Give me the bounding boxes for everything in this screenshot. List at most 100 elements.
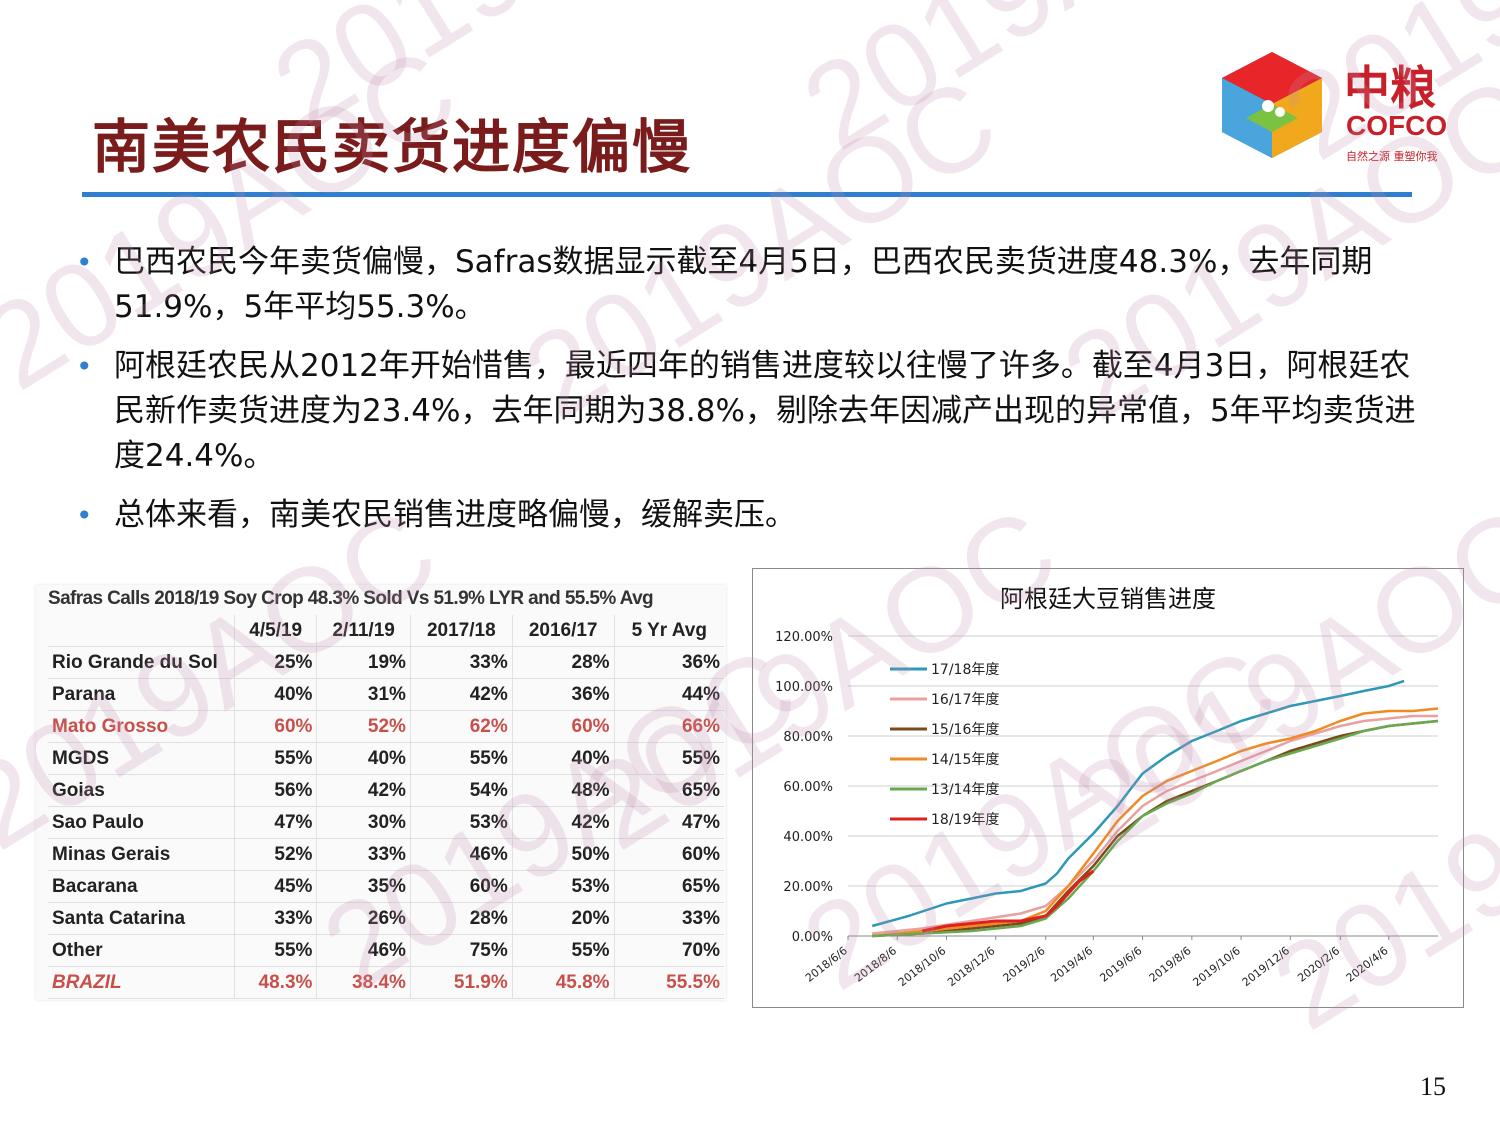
chart-series-line (921, 869, 1095, 933)
table-cell: 31% (316, 678, 411, 711)
chart-series-line (872, 707, 1439, 938)
table-cell: 70% (613, 934, 724, 967)
table-header-cell: 4/5/19 (233, 615, 317, 647)
table-cell: 75% (409, 934, 513, 967)
table-header-cell (48, 615, 235, 647)
table-row: Sao Paulo 47% 30% 53% 42% 47% (48, 806, 724, 839)
chart-title: 阿根廷大豆销售进度 (1000, 585, 1216, 613)
table-cell: 65% (613, 870, 724, 903)
table-header-cell: 2/11/19 (316, 615, 411, 647)
table-cell: 46% (316, 934, 411, 967)
x-tick-label: 2019/8/6 (1147, 944, 1194, 985)
brazil-sales-table-panel: Safras Calls 2018/19 Soy Crop 48.3% Sold… (36, 585, 726, 1000)
logo-slogan: 自然之源 重塑你我 (1346, 150, 1438, 163)
table-row: Minas Gerais 52% 33% 46% 50% 60% (48, 838, 724, 871)
table-cell: 55% (613, 742, 724, 775)
table-cell: 65% (613, 774, 724, 807)
table-cell: 48.3% (233, 966, 317, 999)
cofco-logo: 中粮 COFCO 自然之源 重塑你我 (1210, 48, 1460, 168)
table-cell: 33% (316, 838, 411, 871)
x-tick-label: 2018/10/6 (896, 944, 948, 989)
table-cell: 40% (233, 678, 317, 711)
logo-name-en: COFCO (1346, 110, 1448, 141)
y-tick-label: 0.00% (792, 930, 833, 945)
argentina-sales-chart-panel: 阿根廷大豆销售进度 0.00% 20.00% 40.00% 60.00% 80.00% 10… (752, 568, 1464, 1008)
table-cell: 52% (233, 838, 317, 871)
argentina-sales-line-chart: 阿根廷大豆销售进度 0.00% 20.00% 40.00% 60.00% 80.00% 10… (775, 585, 1439, 989)
table-cell: 33% (613, 902, 724, 935)
table-cell: 35% (316, 870, 411, 903)
table-row-label: Sao Paulo (48, 806, 235, 839)
y-tick-label: 40.00% (783, 830, 833, 845)
y-tick-label: 60.00% (783, 780, 833, 795)
table-cell: 60% (409, 870, 513, 903)
table-cell: 40% (511, 742, 615, 775)
table-row: Rio Grande du Sol 25% 19% 33% 28% 36% (48, 646, 724, 679)
table-cell: 53% (409, 806, 513, 839)
table-header-row: 4/5/19 2/11/19 2017/18 2016/17 5 Yr Avg (48, 615, 724, 647)
page-number: 15 (1420, 1072, 1446, 1101)
table-row-label: Rio Grande du Sol (48, 646, 235, 679)
table-cell: 28% (409, 902, 513, 935)
table-header-cell: 2017/18 (409, 615, 513, 647)
bullet-marker: • (76, 246, 93, 279)
cofco-hexagon-logo-icon (1222, 52, 1322, 158)
bullet-marker: • (76, 350, 93, 383)
table-cell: 30% (316, 806, 411, 839)
table-row: Parana 40% 31% 42% 36% 44% (48, 678, 724, 711)
bullet-text: 阿根廷农民从2012年开始惜售，最近四年的销售进度较以往慢了许多。截至4月3日，… (114, 348, 1416, 474)
x-tick-label: 2019/10/6 (1190, 944, 1242, 989)
table-row: Other 55% 46% 75% 55% 70% (48, 934, 724, 967)
logo-name-cn: 中粮 (1344, 61, 1436, 115)
bullet-item: • 阿根廷农民从2012年开始惜售，最近四年的销售进度较以往慢了许多。截至4月3… (76, 344, 1436, 479)
legend-label: 13/14年度 (931, 782, 999, 798)
table-cell: 45% (233, 870, 317, 903)
table-cell: 36% (511, 678, 615, 711)
slide-title: 南美农民卖货进度偏慢 (92, 113, 693, 181)
chart-series-line (871, 679, 1405, 928)
table-row-label: MGDS (48, 742, 235, 775)
x-tick-label: 2019/12/6 (1240, 944, 1292, 989)
table-cell: 42% (511, 806, 615, 839)
table-row-label: Bacarana (48, 870, 235, 903)
table-cell: 56% (233, 774, 317, 807)
table-cell: 48% (511, 774, 615, 807)
legend-label: 18/19年度 (931, 812, 999, 828)
table-cell: 50% (511, 838, 615, 871)
table-cell: 53% (511, 870, 615, 903)
x-tick-label: 2020/2/6 (1295, 944, 1342, 985)
legend-label: 15/16年度 (931, 722, 999, 738)
table-cell: 25% (233, 646, 317, 679)
table-row: Bacarana 45% 35% 60% 53% 65% (48, 870, 724, 903)
table-cell: 26% (316, 902, 411, 935)
y-tick-label: 120.00% (775, 630, 833, 645)
legend-label: 16/17年度 (931, 692, 999, 708)
chart-series-line (872, 714, 1438, 935)
bullet-text: 巴西农民今年卖货偏慢，Safras数据显示截至4月5日，巴西农民卖货进度48.3… (114, 244, 1373, 325)
table-row-label: Other (48, 934, 235, 967)
legend-label: 17/18年度 (931, 662, 999, 678)
table-cell: 33% (233, 902, 317, 935)
table-cell: 38.4% (316, 966, 411, 999)
table-cell: 55% (511, 934, 615, 967)
table-row: MGDS 55% 40% 55% 40% 55% (48, 742, 724, 775)
bullet-item: • 巴西农民今年卖货偏慢，Safras数据显示截至4月5日，巴西农民卖货进度48… (76, 240, 1436, 330)
x-tick-label: 2019/4/6 (1048, 944, 1095, 985)
table-cell: 45.8% (511, 966, 615, 999)
table-row-label: Minas Gerais (48, 838, 235, 871)
table-row-label: BRAZIL (48, 966, 235, 999)
table-cell: 42% (316, 774, 411, 807)
table-cell: 47% (233, 806, 317, 839)
table-row-label: Parana (48, 678, 235, 711)
table-cell: 51.9% (409, 966, 513, 999)
x-tick-label: 2018/6/6 (803, 944, 850, 985)
title-divider (82, 192, 1412, 197)
table-cell: 60% (233, 710, 317, 743)
brazil-sales-table: 4/5/19 2/11/19 2017/18 2016/17 5 Yr Avg … (48, 615, 724, 999)
table-cell: 36% (613, 646, 724, 679)
table-cell: 40% (316, 742, 411, 775)
table-row-label: Santa Catarina (48, 902, 235, 935)
table-cell: 46% (409, 838, 513, 871)
bullet-marker: • (76, 499, 93, 532)
table-cell: 55% (233, 934, 317, 967)
